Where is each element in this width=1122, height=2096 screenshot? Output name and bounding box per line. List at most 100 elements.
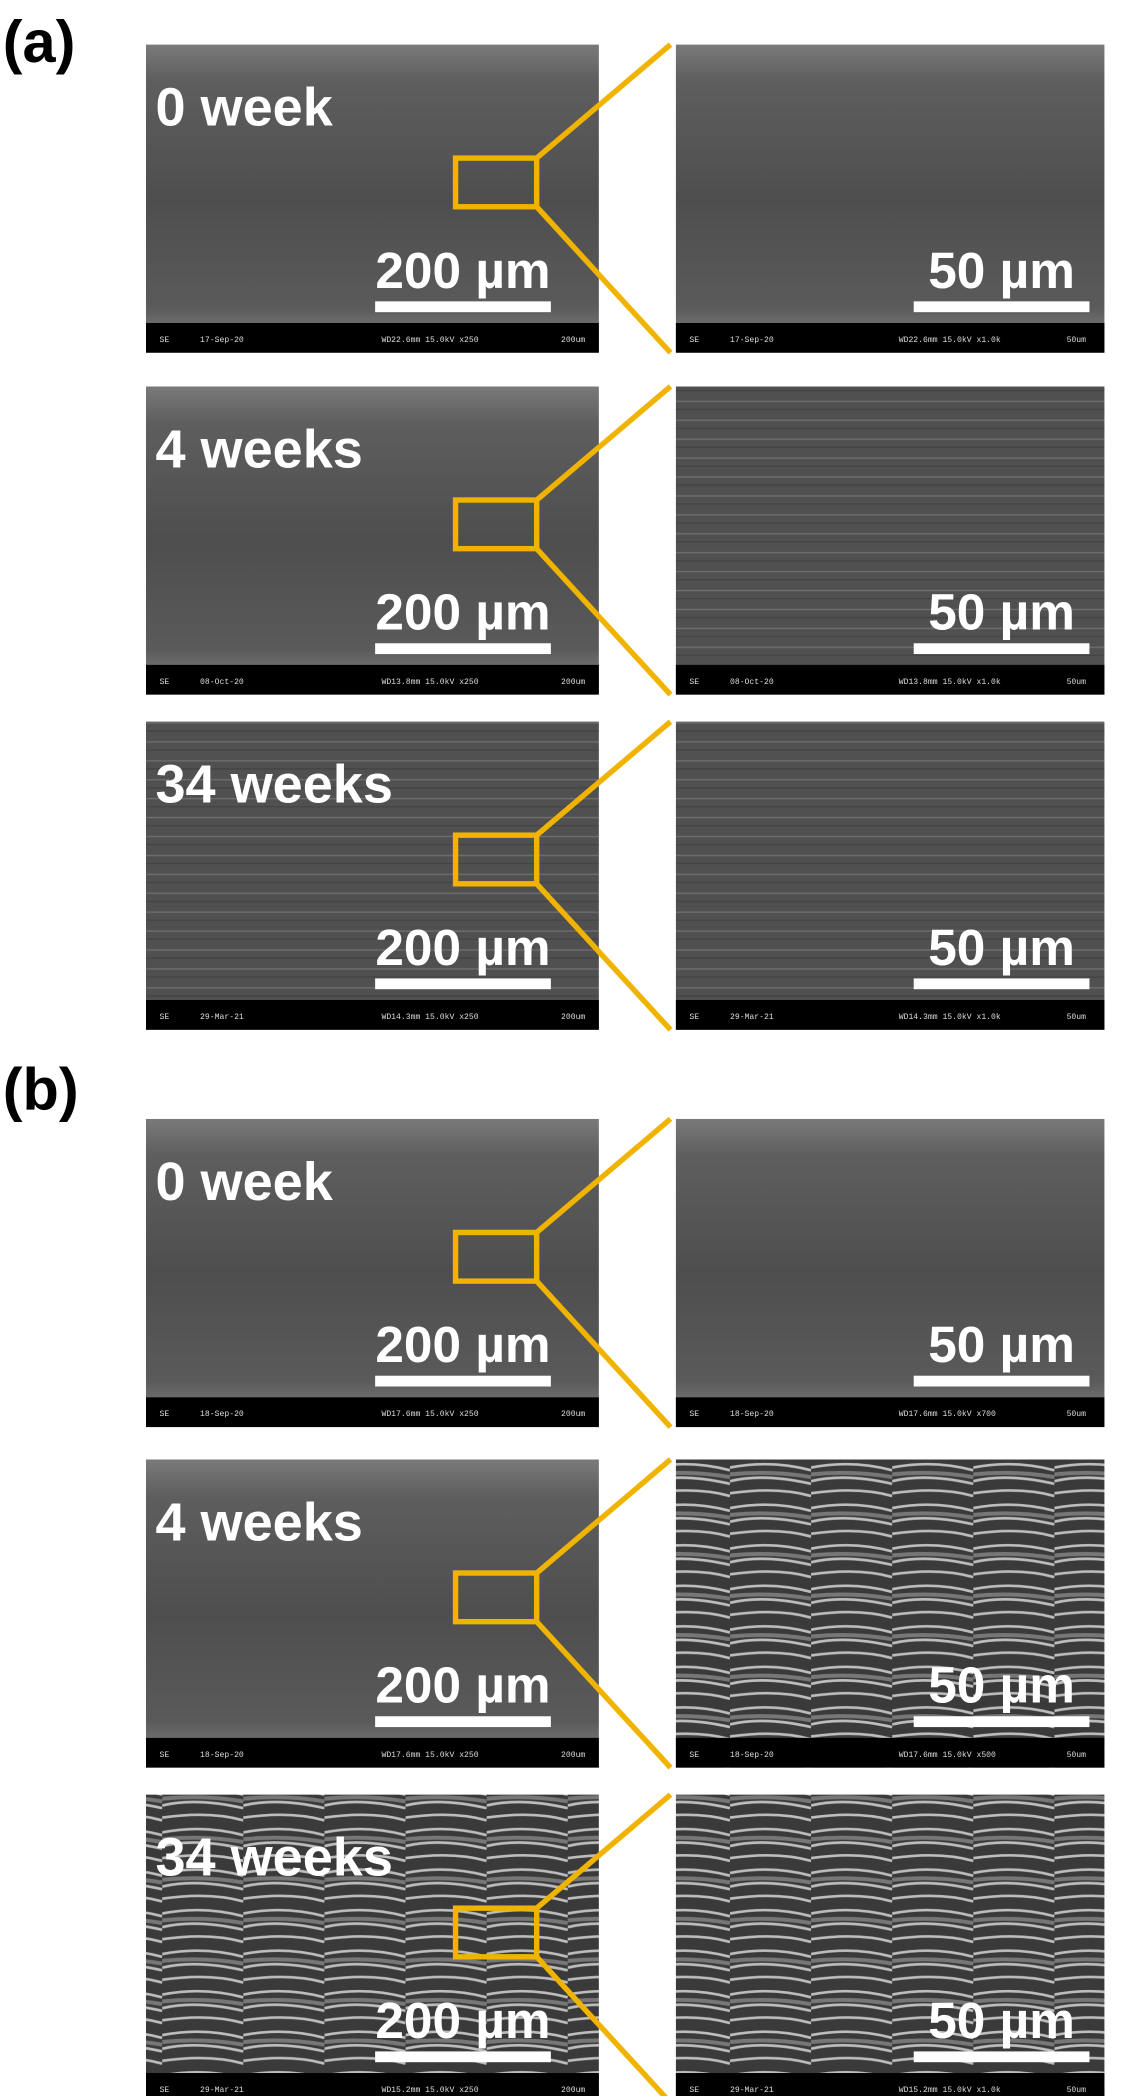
footer-text: SE	[160, 1751, 170, 1760]
footer-bar	[675, 322, 1105, 353]
footer-text: 200um	[561, 1013, 585, 1022]
scale-label: 50 µm	[928, 1657, 1075, 1714]
sem-image	[145, 1794, 599, 2096]
footer-text: 29-Mar-21	[730, 2086, 774, 2095]
zoom-line	[534, 1792, 673, 1911]
time-label: 34 weeks	[155, 755, 392, 815]
footer-text: WD17.6mm 15.0kV x250	[381, 1751, 478, 1760]
zoom-line	[534, 1116, 673, 1235]
zoom-box	[452, 832, 540, 887]
scale-bar	[375, 978, 551, 990]
scale-label: 200 µm	[375, 1316, 550, 1373]
footer-text: 50um	[1067, 2086, 1087, 2095]
footer-text: WD22.6mm 15.0kV x250	[381, 336, 478, 345]
scale-label: 200 µm	[375, 1657, 550, 1714]
zoom-box	[452, 1570, 540, 1625]
footer-text: SE	[689, 678, 699, 687]
zoom-box	[452, 497, 540, 552]
footer-text: WD15.2mm 15.0kV x1.0k	[899, 2086, 1001, 2095]
footer-text: SE	[689, 1013, 699, 1022]
footer-text: WD22.6mm 15.0kV x1.0k	[899, 336, 1001, 345]
footer-text: 50um	[1067, 336, 1087, 345]
zoom-box	[452, 155, 540, 210]
scale-bar	[913, 2051, 1090, 2063]
footer-bar	[675, 1397, 1105, 1428]
time-label: 4 weeks	[155, 1493, 362, 1553]
footer-text: 29-Mar-21	[200, 2086, 244, 2095]
sem-image	[675, 721, 1105, 1030]
zoom-line	[534, 1619, 673, 1770]
sem-image	[675, 1794, 1105, 2096]
footer-text: 18-Sep-20	[730, 1410, 774, 1419]
footer-bar	[145, 664, 599, 695]
time-label: 4 weeks	[155, 420, 362, 480]
scale-bar	[913, 978, 1090, 990]
footer-text: 08-Oct-20	[200, 678, 244, 687]
footer-text: 200um	[561, 2086, 585, 2095]
zoom-line	[534, 1279, 673, 1429]
footer-text: WD17.6mm 15.0kV x250	[381, 1410, 478, 1419]
zoom-line	[534, 719, 673, 838]
footer-text: 18-Sep-20	[200, 1751, 244, 1760]
footer-text: SE	[689, 1751, 699, 1760]
footer-text: WD13.8mm 15.0kV x250	[381, 678, 478, 687]
footer-text: SE	[160, 678, 170, 687]
zoom-line	[534, 204, 673, 355]
scale-label: 200 µm	[375, 584, 550, 641]
footer-text: 08-Oct-20	[730, 678, 774, 687]
footer-text: 29-Mar-21	[200, 1013, 244, 1022]
zoom-box	[452, 1229, 540, 1284]
footer-bar	[145, 1000, 599, 1030]
time-label: 34 weeks	[155, 1828, 392, 1888]
footer-text: WD15.2mm 15.0kV x250	[381, 2086, 478, 2095]
footer-text: SE	[160, 336, 170, 345]
footer-bar	[675, 1000, 1105, 1030]
scale-label: 200 µm	[375, 919, 550, 976]
panel-label: (a)	[3, 8, 76, 75]
scale-bar	[913, 1716, 1090, 1728]
footer-text: 200um	[561, 1751, 585, 1760]
footer-text: SE	[160, 1410, 170, 1419]
footer-text: 29-Mar-21	[730, 1013, 774, 1022]
scale-label: 50 µm	[928, 242, 1075, 299]
scale-bar	[913, 643, 1090, 655]
zoom-box	[452, 1905, 540, 1960]
footer-bar	[145, 1397, 599, 1428]
footer-text: 18-Sep-20	[730, 1751, 774, 1760]
footer-text: SE	[689, 336, 699, 345]
scale-bar	[913, 1375, 1090, 1387]
scale-label: 200 µm	[375, 242, 550, 299]
footer-text: WD14.3mm 15.0kV x1.0k	[899, 1013, 1001, 1022]
zoom-line	[534, 1954, 668, 2096]
footer-bar	[145, 1737, 599, 1768]
time-label: 0 week	[155, 78, 333, 138]
footer-text: WD17.6mm 15.0kV x500	[899, 1751, 996, 1760]
footer-text: SE	[689, 2086, 699, 2095]
footer-bar	[675, 2073, 1105, 2096]
footer-text: WD17.6mm 15.0kV x700	[899, 1410, 996, 1419]
scale-label: 200 µm	[375, 1992, 550, 2049]
footer-text: 17-Sep-20	[200, 336, 244, 345]
zoom-line	[534, 384, 673, 503]
scale-bar	[913, 301, 1090, 313]
zoom-line	[534, 42, 673, 161]
scale-bar	[375, 1375, 551, 1387]
scale-label: 50 µm	[928, 1992, 1075, 2049]
scale-bar	[375, 301, 551, 313]
footer-bar	[145, 2073, 599, 2096]
sem-image	[145, 721, 599, 1030]
scale-label: 50 µm	[928, 1316, 1075, 1373]
footer-text: 18-Sep-20	[200, 1410, 244, 1419]
scale-bar	[375, 643, 551, 655]
footer-text: 200um	[561, 1410, 585, 1419]
footer-text: 17-Sep-20	[730, 336, 774, 345]
time-label: 0 week	[155, 1152, 333, 1212]
footer-text: 50um	[1067, 1410, 1087, 1419]
panel-label: (b)	[3, 1055, 79, 1122]
scale-label: 50 µm	[928, 919, 1075, 976]
footer-bar	[675, 664, 1105, 695]
footer-text: SE	[160, 2086, 170, 2095]
footer-text: 50um	[1067, 1751, 1087, 1760]
